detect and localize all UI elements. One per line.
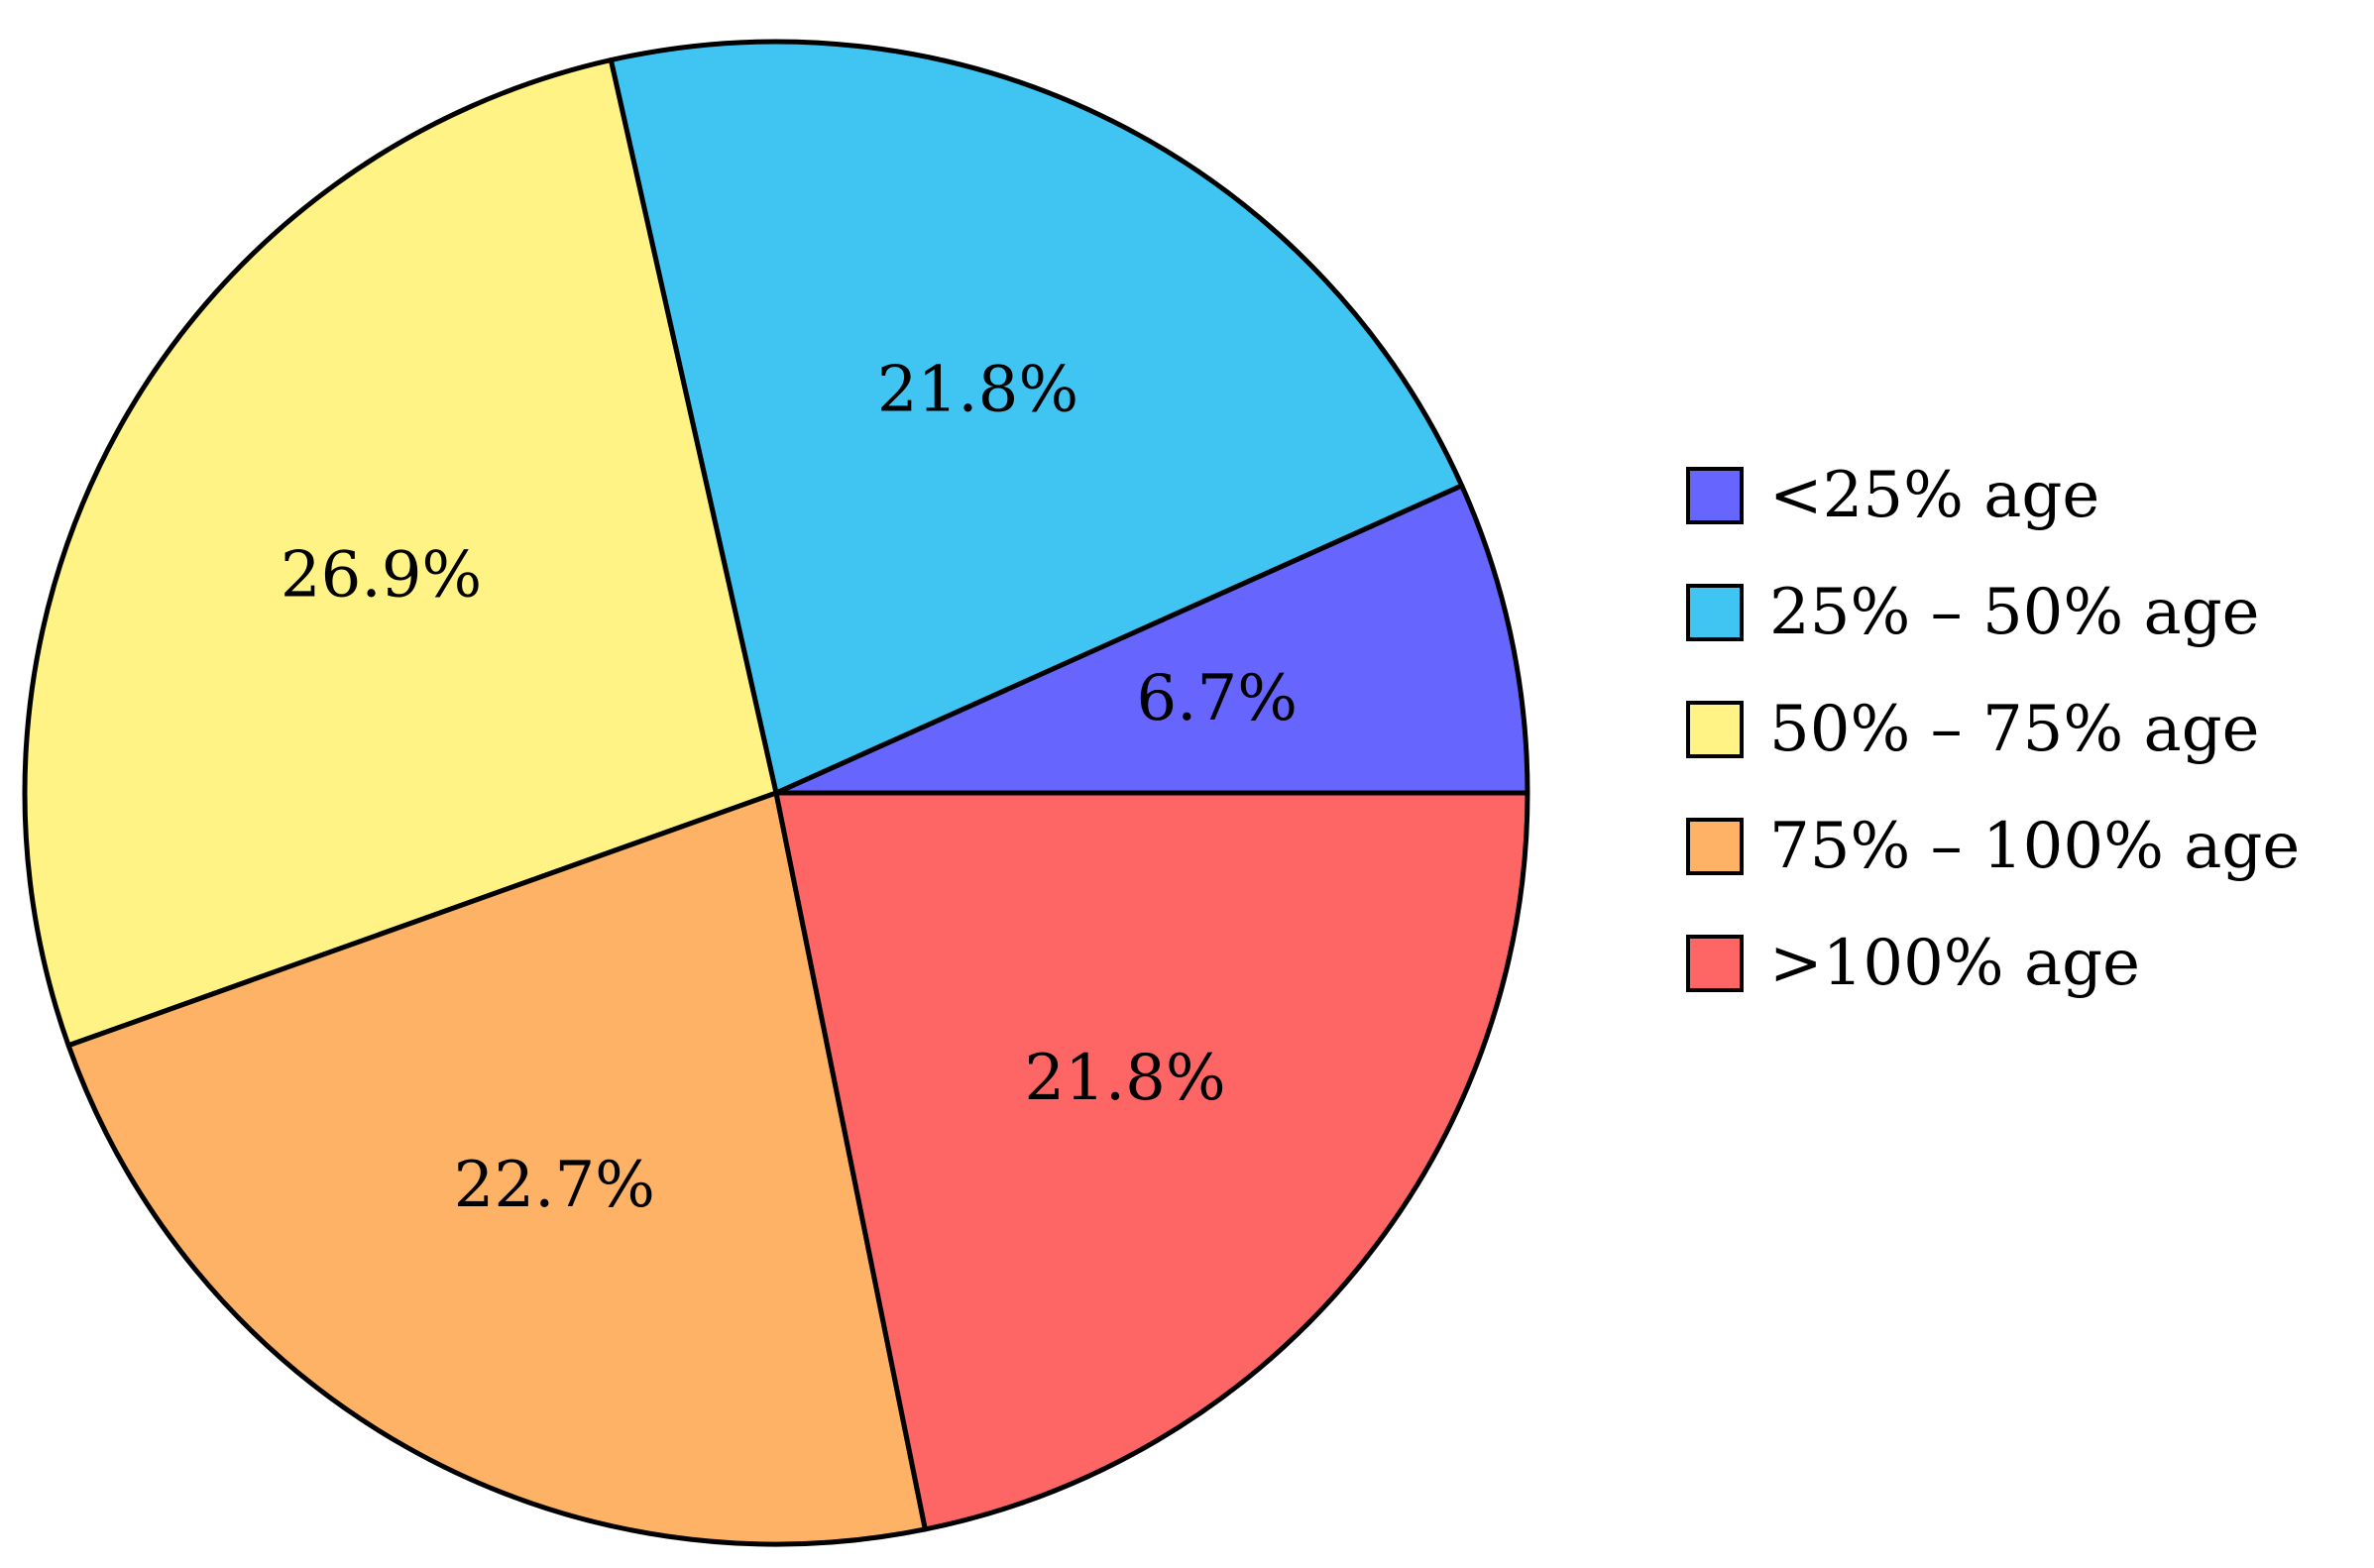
legend-swatch-3 — [1686, 701, 1744, 758]
legend-label-1: <25% age — [1769, 459, 2099, 532]
legend-item: 75% – 100% age — [1686, 810, 2300, 883]
pie-slice-labels: 6.7% 21.8% 26.9% 22.7% 21.8% — [281, 353, 1298, 1222]
legend-swatch-4 — [1686, 818, 1744, 875]
legend-label-2: 25% – 50% age — [1769, 576, 2260, 649]
pie-slice-1 — [773, 483, 1530, 796]
slice-value-label-4: 22.7% — [454, 1149, 655, 1222]
pie-slices — [22, 39, 1530, 1547]
pie-slice-2 — [608, 39, 1465, 796]
legend-swatch-5 — [1686, 935, 1744, 992]
legend-item: >100% age — [1686, 927, 2140, 1000]
slice-value-label-3: 26.9% — [281, 539, 482, 613]
legend-label-4: 75% – 100% age — [1769, 810, 2300, 883]
pie-slice-4 — [65, 790, 928, 1547]
slice-value-label-2: 21.8% — [877, 353, 1078, 426]
pie-slice-3 — [22, 57, 779, 1049]
legend-item: <25% age — [1686, 459, 2099, 532]
legend-swatch-1 — [1686, 467, 1744, 524]
legend-swatch-2 — [1686, 584, 1744, 641]
legend-item: 25% – 50% age — [1686, 576, 2260, 649]
legend: <25% age 25% – 50% age 50% – 75% age 75% – … — [1686, 459, 2300, 1000]
legend-label-5: >100% age — [1769, 927, 2140, 1000]
pie-slice-5 — [773, 790, 1530, 1532]
slice-value-label-5: 21.8% — [1024, 1042, 1225, 1115]
legend-label-3: 50% – 75% age — [1769, 693, 2260, 766]
slice-value-label-1: 6.7% — [1136, 662, 1298, 735]
legend-item: 50% – 75% age — [1686, 693, 2260, 766]
